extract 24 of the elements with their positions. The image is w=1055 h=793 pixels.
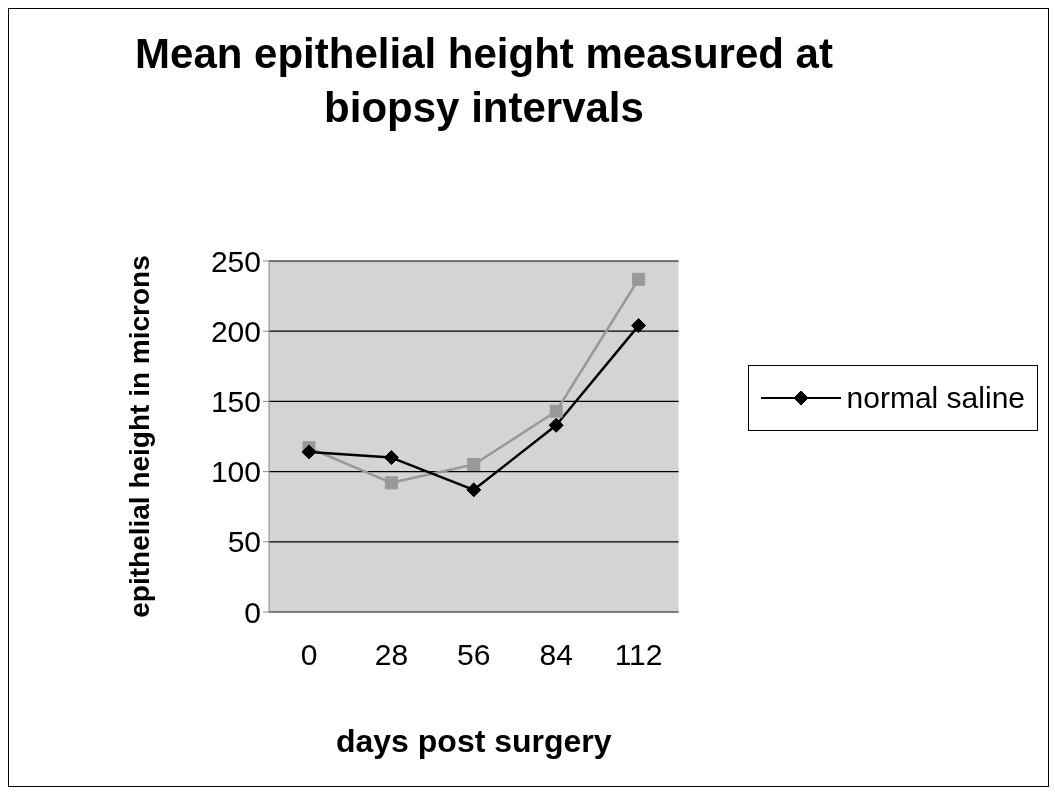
point — [384, 476, 398, 490]
y-tick-label: 0 — [244, 595, 261, 629]
y-tick-label: 250 — [210, 244, 261, 278]
x-tick-label: 112 — [614, 638, 663, 672]
x-tick-label: 28 — [374, 638, 409, 672]
x-tick-label: 0 — [300, 638, 318, 672]
point — [467, 458, 481, 472]
point — [548, 417, 564, 433]
x-tick-label: 56 — [457, 638, 491, 672]
y-axis-title: epithelial height in microns — [123, 255, 155, 618]
point — [632, 272, 646, 286]
point — [466, 482, 482, 498]
point — [301, 444, 317, 460]
y-tick-label: 100 — [210, 455, 261, 489]
y-tick-label: 150 — [210, 385, 261, 419]
point — [383, 450, 399, 466]
x-axis-title: days post surgery — [335, 723, 612, 759]
x-tick-label: 84 — [539, 638, 573, 672]
chart-title: Mean epithelial height measured at biopsy intervals — [134, 29, 834, 133]
point — [549, 404, 563, 418]
y-tick-label: 50 — [227, 525, 261, 559]
point — [631, 318, 647, 334]
y-tick-label: 200 — [210, 314, 261, 348]
legend-label: normal saline — [846, 379, 1025, 416]
